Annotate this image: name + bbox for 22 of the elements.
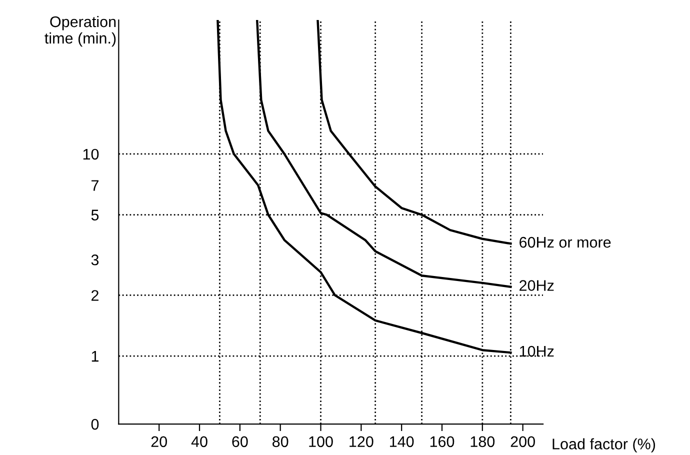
x-tick-label: 100 bbox=[309, 436, 333, 448]
x-tick-label: 60 bbox=[232, 436, 248, 448]
x-tick-label: 120 bbox=[350, 436, 374, 448]
x-tick-label: 40 bbox=[191, 436, 208, 448]
y-tick-label: 3 bbox=[91, 254, 99, 266]
x-tick-label: 160 bbox=[430, 436, 454, 448]
series-label: 60Hz or more bbox=[520, 236, 611, 248]
y-tick-label: 7 bbox=[92, 180, 98, 191]
y-tick-label: 2 bbox=[92, 290, 98, 301]
y-axis-title: Operation time (min.) bbox=[44, 16, 116, 47]
x-tick-label: 180 bbox=[470, 436, 495, 448]
x-tick-label: 200 bbox=[510, 436, 535, 448]
x-tick-label: 140 bbox=[390, 436, 414, 448]
series-label: 10Hz bbox=[520, 346, 554, 357]
series-label: 20Hz bbox=[520, 280, 554, 291]
x-axis-title: Load factor (%) bbox=[552, 438, 656, 452]
y-tick-label: 5 bbox=[91, 210, 99, 220]
x-tick-label: 80 bbox=[272, 436, 288, 448]
x-tick-label: 20 bbox=[151, 436, 167, 448]
y-tick-label: 1 bbox=[92, 351, 98, 362]
y-tick-label: 0 bbox=[91, 418, 99, 430]
y-tick-label: 10 bbox=[83, 148, 99, 160]
